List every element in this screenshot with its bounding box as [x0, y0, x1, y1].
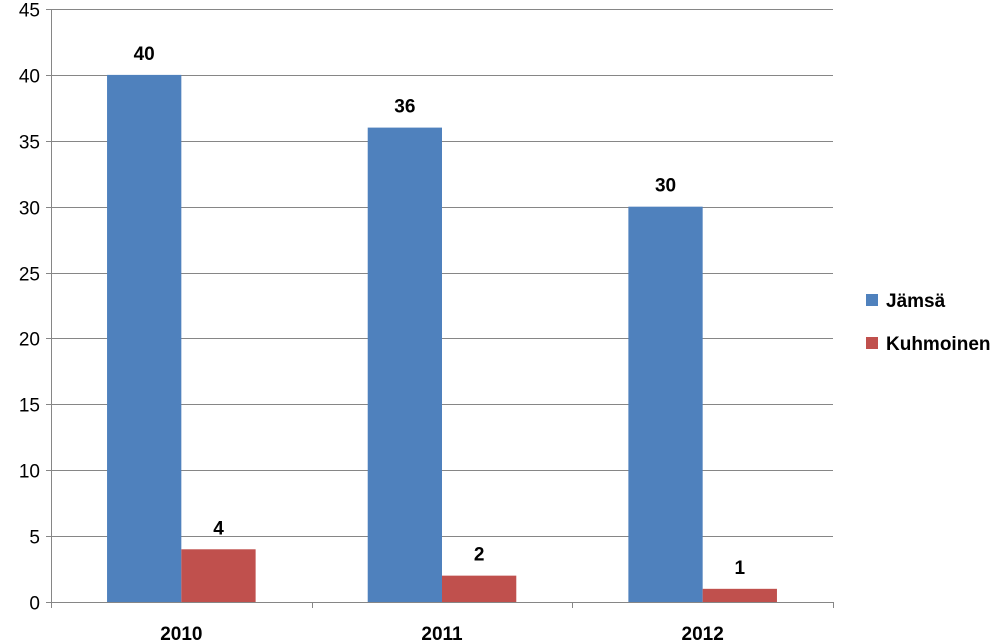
y-tick-label: 15 — [19, 396, 40, 417]
y-tick-label: 25 — [19, 265, 40, 286]
x-axis: 2010 2011 2012 — [51, 602, 834, 642]
legend-swatch — [866, 337, 878, 349]
data-label: 36 — [394, 97, 415, 118]
data-label: 40 — [134, 44, 155, 65]
bar — [702, 588, 777, 602]
x-tick-label: 2011 — [421, 624, 463, 642]
y-tick-label: 40 — [19, 67, 40, 88]
bar — [628, 206, 703, 602]
data-label: 2 — [474, 545, 485, 566]
y-axis: 0 5 10 15 20 25 30 35 40 45 — [19, 1, 52, 615]
bar — [442, 575, 517, 602]
bar — [181, 549, 256, 602]
y-tick-label: 0 — [29, 594, 40, 615]
data-label: 1 — [735, 558, 746, 579]
bar — [367, 127, 442, 602]
x-tick-label: 2012 — [682, 624, 724, 642]
y-tick-label: 35 — [19, 133, 40, 154]
y-tick-label: 5 — [29, 528, 40, 549]
y-tick-label: 20 — [19, 330, 40, 351]
bar — [107, 74, 182, 602]
legend-label: Jämsä — [886, 291, 946, 312]
y-tick-label: 30 — [19, 199, 40, 220]
data-label: 4 — [213, 518, 224, 539]
y-tick-label: 45 — [19, 1, 40, 22]
x-tick-label: 2010 — [160, 624, 202, 642]
legend-label: Kuhmoinen — [886, 334, 991, 355]
data-labels: 40 4 36 2 30 1 — [134, 44, 746, 579]
legend: Jämsä Kuhmoinen — [866, 291, 991, 355]
y-tick-label: 10 — [19, 462, 40, 483]
legend-swatch — [866, 294, 878, 306]
bars — [107, 74, 777, 602]
data-label: 30 — [655, 176, 676, 197]
